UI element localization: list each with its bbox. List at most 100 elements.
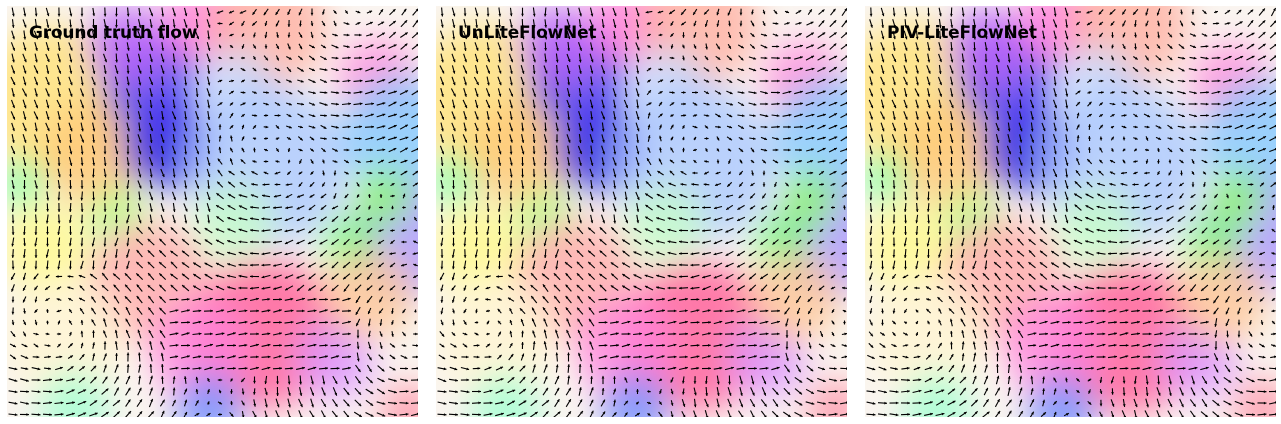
flow-arrowhead bbox=[520, 243, 524, 247]
flow-arrowhead bbox=[685, 332, 688, 336]
flow-arrowhead bbox=[830, 275, 834, 279]
flow-arrowhead bbox=[807, 275, 810, 279]
flow-arrowhead bbox=[696, 355, 700, 358]
flow-arrowhead bbox=[242, 68, 246, 71]
flow-arrowhead bbox=[831, 309, 835, 313]
flow-arrowhead bbox=[601, 59, 605, 63]
flow-arrowhead bbox=[115, 151, 119, 155]
flow-arrowhead bbox=[138, 375, 142, 379]
flow-arrowhead bbox=[92, 13, 96, 17]
flow-arrowhead bbox=[822, 124, 826, 128]
flow-arrowhead bbox=[311, 45, 315, 48]
flow-arrowhead bbox=[344, 206, 348, 210]
flow-arrowhead bbox=[323, 57, 327, 60]
flow-arrow bbox=[411, 159, 418, 164]
flow-arrowhead bbox=[325, 344, 328, 347]
flow-arrowhead bbox=[740, 57, 744, 61]
flow-arrowhead bbox=[498, 186, 502, 189]
flow-arrowhead bbox=[161, 70, 165, 74]
flow-arrowhead bbox=[751, 23, 755, 27]
flow-arrowhead bbox=[681, 12, 684, 15]
flow-arrowhead bbox=[381, 379, 385, 382]
flow-arrowhead bbox=[93, 365, 97, 369]
flow-arrowhead bbox=[23, 311, 26, 314]
flow-arrowhead bbox=[312, 91, 316, 95]
flow-arrowhead bbox=[670, 147, 673, 151]
flow-arrowhead bbox=[405, 379, 408, 382]
flow-arrowhead bbox=[71, 389, 75, 392]
flow-arrowhead bbox=[69, 186, 72, 189]
flow-arrowhead bbox=[748, 230, 752, 233]
flow-arrowhead bbox=[81, 128, 84, 132]
flow-arrowhead bbox=[274, 171, 278, 175]
flow-arrowhead bbox=[578, 209, 582, 212]
flow-arrowhead bbox=[775, 22, 779, 25]
flow-arrowhead bbox=[588, 250, 591, 254]
flow-arrowhead bbox=[811, 125, 815, 128]
flow-arrowhead bbox=[522, 365, 526, 369]
flow-arrowhead bbox=[509, 174, 513, 178]
flow-arrowhead bbox=[486, 197, 490, 201]
flow-arrowhead bbox=[219, 44, 222, 48]
flow-arrowhead bbox=[833, 67, 837, 70]
flow-arrowhead bbox=[555, 220, 558, 224]
flow-arrowhead bbox=[753, 57, 757, 60]
flow-arrowhead bbox=[150, 47, 153, 51]
flow-arrowhead bbox=[749, 218, 752, 222]
flow-arrowhead bbox=[57, 48, 61, 51]
flow-arrowhead bbox=[416, 78, 418, 82]
flow-arrowhead bbox=[578, 59, 582, 63]
flow-arrowhead bbox=[104, 140, 107, 143]
flow-arrowhead bbox=[510, 59, 513, 63]
flow-arrowhead bbox=[532, 266, 535, 270]
flow-arrowhead bbox=[196, 413, 200, 416]
flow-arrowhead bbox=[578, 352, 581, 356]
flow-arrowhead bbox=[159, 284, 163, 288]
flow-arrowhead bbox=[230, 413, 234, 417]
flow-arrowhead bbox=[462, 276, 466, 279]
flow-arrowhead bbox=[322, 149, 326, 152]
flow-arrowhead bbox=[729, 57, 732, 61]
flow-arrowhead bbox=[242, 56, 245, 60]
flow-arrowhead bbox=[215, 274, 219, 278]
flow-arrowhead bbox=[103, 117, 107, 120]
flow-arrowhead bbox=[741, 80, 745, 83]
flow-arrowhead bbox=[390, 229, 393, 232]
flow-arrowhead bbox=[775, 148, 779, 152]
flow-arrowhead bbox=[126, 36, 130, 40]
flow-arrowhead bbox=[402, 217, 406, 220]
flow-arrowhead bbox=[359, 102, 363, 106]
flow-arrowhead bbox=[138, 151, 142, 155]
flow-arrowhead bbox=[463, 266, 467, 270]
flow-arrowhead bbox=[796, 323, 800, 327]
flow-arrowhead bbox=[708, 332, 711, 335]
flow-arrowhead bbox=[475, 93, 479, 97]
flow-arrowhead bbox=[841, 275, 845, 278]
flow-arrowhead bbox=[819, 298, 823, 302]
flow-arrowhead bbox=[599, 239, 603, 242]
flow-arrowhead bbox=[241, 45, 245, 49]
flow-arrowhead bbox=[69, 116, 73, 120]
flow-arrowhead bbox=[521, 197, 524, 201]
flow-arrowhead bbox=[290, 367, 294, 370]
flow-arrowhead bbox=[322, 11, 325, 15]
flow-arrowhead bbox=[172, 376, 176, 379]
flow-arrowhead bbox=[264, 46, 268, 49]
flow-arrowhead bbox=[69, 105, 73, 109]
flow-arrowhead bbox=[588, 227, 591, 231]
flow-arrowhead bbox=[380, 9, 383, 13]
flow-arrowhead bbox=[262, 183, 266, 186]
flow-arrowhead bbox=[497, 255, 501, 258]
flow-arrowhead bbox=[658, 33, 662, 37]
flow-arrowhead bbox=[207, 413, 211, 416]
flow-arrowhead bbox=[273, 264, 276, 267]
flow-arrowhead bbox=[644, 228, 648, 231]
flow-arrowhead bbox=[543, 266, 547, 270]
flow-arrowhead bbox=[184, 208, 188, 212]
flow-arrowhead bbox=[348, 332, 351, 336]
flow-arrowhead bbox=[37, 401, 41, 405]
flow-arrowhead bbox=[404, 32, 408, 36]
flow-arrowhead bbox=[589, 352, 593, 356]
flow-arrowhead bbox=[161, 208, 165, 212]
flow-arrowhead bbox=[708, 367, 711, 370]
